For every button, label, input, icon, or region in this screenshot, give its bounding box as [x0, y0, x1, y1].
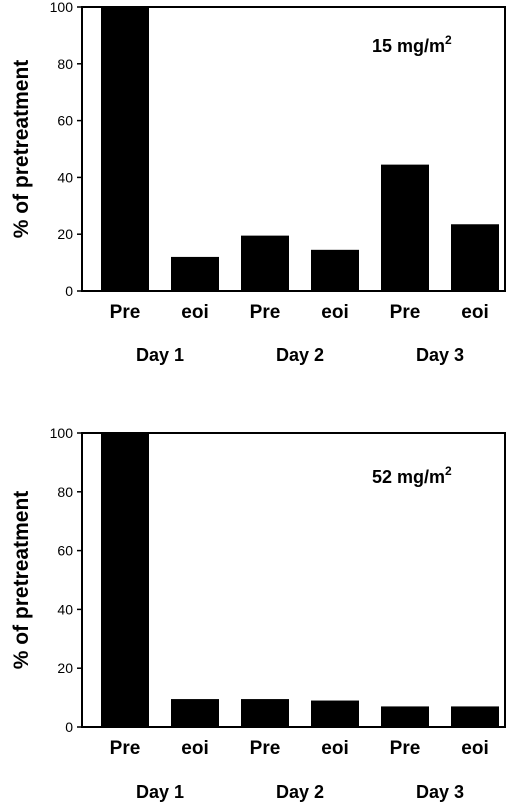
- x-group-label: Day 2: [276, 345, 324, 365]
- bar: [101, 433, 149, 727]
- x-category-label: eoi: [461, 738, 488, 759]
- y-tick-label: 40: [57, 601, 73, 617]
- x-category-label: eoi: [321, 302, 348, 323]
- x-group-label: Day 3: [416, 345, 464, 365]
- x-category-label: Pre: [390, 302, 421, 323]
- bar: [381, 706, 429, 727]
- y-tick-label: 0: [65, 283, 73, 299]
- bar: [241, 699, 289, 727]
- x-category-label: Pre: [250, 302, 281, 323]
- y-tick-label: 20: [57, 660, 73, 676]
- y-tick-label: 80: [57, 56, 73, 72]
- x-category-label: eoi: [181, 302, 208, 323]
- dose-annotation: 15 mg/m2: [372, 33, 452, 56]
- bar: [311, 249, 359, 291]
- y-tick-label: 20: [57, 226, 73, 242]
- plot-frame: [81, 6, 506, 292]
- bar: [171, 699, 219, 727]
- bar: [381, 164, 429, 291]
- x-category-label: Pre: [250, 738, 281, 759]
- x-category-label: Pre: [390, 738, 421, 759]
- y-tick-label: 60: [57, 543, 73, 559]
- y-tick-label: 60: [57, 113, 73, 129]
- x-category-label: eoi: [321, 738, 348, 759]
- x-category-label: eoi: [461, 302, 488, 323]
- y-tick-label: 80: [57, 484, 73, 500]
- dose-annotation: 52 mg/m2: [372, 464, 452, 487]
- y-tick-label: 100: [50, 425, 74, 441]
- bar: [101, 7, 149, 291]
- y-tick-label: 0: [65, 719, 73, 735]
- bar: [311, 700, 359, 727]
- x-group-label: Day 3: [416, 782, 464, 802]
- x-group-label: Day 1: [136, 782, 184, 802]
- x-group-label: Day 1: [136, 345, 184, 365]
- x-group-label: Day 2: [276, 782, 324, 802]
- y-axis-label: % of pretreatment: [10, 60, 33, 239]
- y-tick-label: 40: [57, 169, 73, 185]
- y-tick-label: 100: [50, 0, 74, 15]
- x-category-label: Pre: [110, 738, 141, 759]
- x-category-label: Pre: [110, 302, 141, 323]
- bar: [171, 256, 219, 291]
- plot-frame: [81, 432, 506, 728]
- bar: [241, 235, 289, 291]
- bar: [451, 706, 499, 727]
- bar: [451, 224, 499, 291]
- y-axis-label: % of pretreatment: [10, 491, 33, 670]
- x-category-label: eoi: [181, 738, 208, 759]
- chart-panel-2: 0 20 40 60 80 100 % of pretreatment Pre eoi Pre eo…: [10, 425, 506, 802]
- chart-panel-1: 0 20 40 60 80 100 % of pretreatment Pre eoi Pre eo…: [10, 0, 506, 365]
